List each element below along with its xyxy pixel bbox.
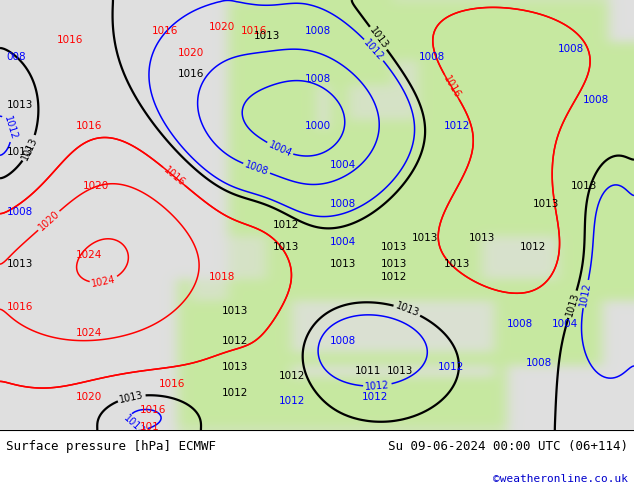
Text: 1020: 1020 [36, 209, 61, 233]
Text: 1012: 1012 [279, 370, 306, 381]
Text: 1016: 1016 [76, 121, 103, 131]
Text: 1012: 1012 [578, 281, 593, 307]
Text: 1016: 1016 [57, 35, 84, 45]
Text: 1020: 1020 [82, 181, 108, 191]
Text: 1012: 1012 [2, 115, 19, 141]
Text: 1012: 1012 [444, 121, 470, 131]
Text: 1018: 1018 [209, 271, 236, 282]
Text: 1012: 1012 [380, 271, 407, 282]
Text: 1008: 1008 [418, 52, 444, 62]
Text: 1013: 1013 [6, 99, 33, 110]
Text: 1008: 1008 [583, 95, 609, 105]
Text: ©weatheronline.co.uk: ©weatheronline.co.uk [493, 474, 628, 484]
Text: 1013: 1013 [330, 259, 356, 269]
Text: 1012: 1012 [273, 220, 299, 230]
Text: 1008: 1008 [6, 207, 32, 217]
Text: 1004: 1004 [552, 319, 578, 329]
Text: 1013: 1013 [6, 259, 33, 269]
Text: 1016: 1016 [6, 302, 33, 312]
Text: 1013: 1013 [533, 198, 559, 209]
Text: 1012: 1012 [361, 392, 388, 402]
Text: 1008: 1008 [330, 198, 356, 209]
Text: 1011: 1011 [355, 367, 382, 376]
Text: 1016: 1016 [241, 26, 268, 36]
Text: 1024: 1024 [91, 274, 117, 289]
Text: 1013: 1013 [444, 259, 470, 269]
Text: 1013: 1013 [380, 242, 407, 251]
Text: 1024: 1024 [76, 250, 103, 260]
Text: 1020: 1020 [209, 22, 235, 32]
Text: 1020: 1020 [178, 48, 204, 58]
Text: 1016: 1016 [441, 74, 462, 100]
Text: 1008: 1008 [243, 159, 270, 177]
Text: 1000: 1000 [304, 121, 330, 131]
Text: 1013: 1013 [6, 147, 33, 157]
Text: 1016: 1016 [178, 70, 204, 79]
Text: 1012: 1012 [362, 37, 386, 62]
Text: 1013: 1013 [412, 233, 439, 243]
Text: 1013: 1013 [394, 301, 420, 319]
Text: Su 09-06-2024 00:00 UTC (06+114): Su 09-06-2024 00:00 UTC (06+114) [387, 441, 628, 453]
Text: 1013: 1013 [222, 306, 249, 316]
Text: 1024: 1024 [76, 328, 103, 338]
Text: 1008: 1008 [507, 319, 533, 329]
Text: 1008: 1008 [304, 26, 330, 36]
Text: 1012: 1012 [437, 362, 464, 372]
Text: 1008: 1008 [304, 74, 330, 84]
Text: 1013: 1013 [273, 242, 299, 251]
Text: 1013: 1013 [469, 233, 496, 243]
Text: 1013: 1013 [20, 135, 39, 162]
Text: 008: 008 [6, 52, 26, 62]
Text: 1016: 1016 [161, 165, 186, 188]
Text: 1012: 1012 [222, 388, 249, 398]
Text: 1016: 1016 [139, 405, 166, 415]
Text: 1013: 1013 [119, 390, 145, 405]
Text: 1004: 1004 [267, 140, 293, 159]
Text: 1013: 1013 [564, 291, 581, 318]
Text: 1004: 1004 [330, 237, 356, 247]
Text: 1013: 1013 [387, 367, 413, 376]
Text: 101: 101 [139, 422, 159, 432]
Text: Surface pressure [hPa] ECMWF: Surface pressure [hPa] ECMWF [6, 441, 216, 453]
Text: 1004: 1004 [330, 160, 356, 170]
Text: 1013: 1013 [222, 362, 249, 372]
Text: 1013: 1013 [367, 25, 390, 51]
Text: 1012: 1012 [279, 396, 306, 406]
Text: 1008: 1008 [330, 336, 356, 346]
Text: 1012: 1012 [222, 336, 249, 346]
Text: 1008: 1008 [558, 44, 584, 53]
Text: 1013: 1013 [380, 259, 407, 269]
Text: 1020: 1020 [76, 392, 102, 402]
Text: 1013: 1013 [571, 181, 597, 191]
Text: 1012: 1012 [520, 242, 547, 251]
Text: 1012: 1012 [365, 380, 390, 392]
Text: 1012: 1012 [122, 414, 147, 437]
Text: 1016: 1016 [158, 379, 185, 389]
Text: 1008: 1008 [526, 358, 552, 368]
Text: 1013: 1013 [254, 31, 280, 41]
Text: 1016: 1016 [152, 26, 179, 36]
